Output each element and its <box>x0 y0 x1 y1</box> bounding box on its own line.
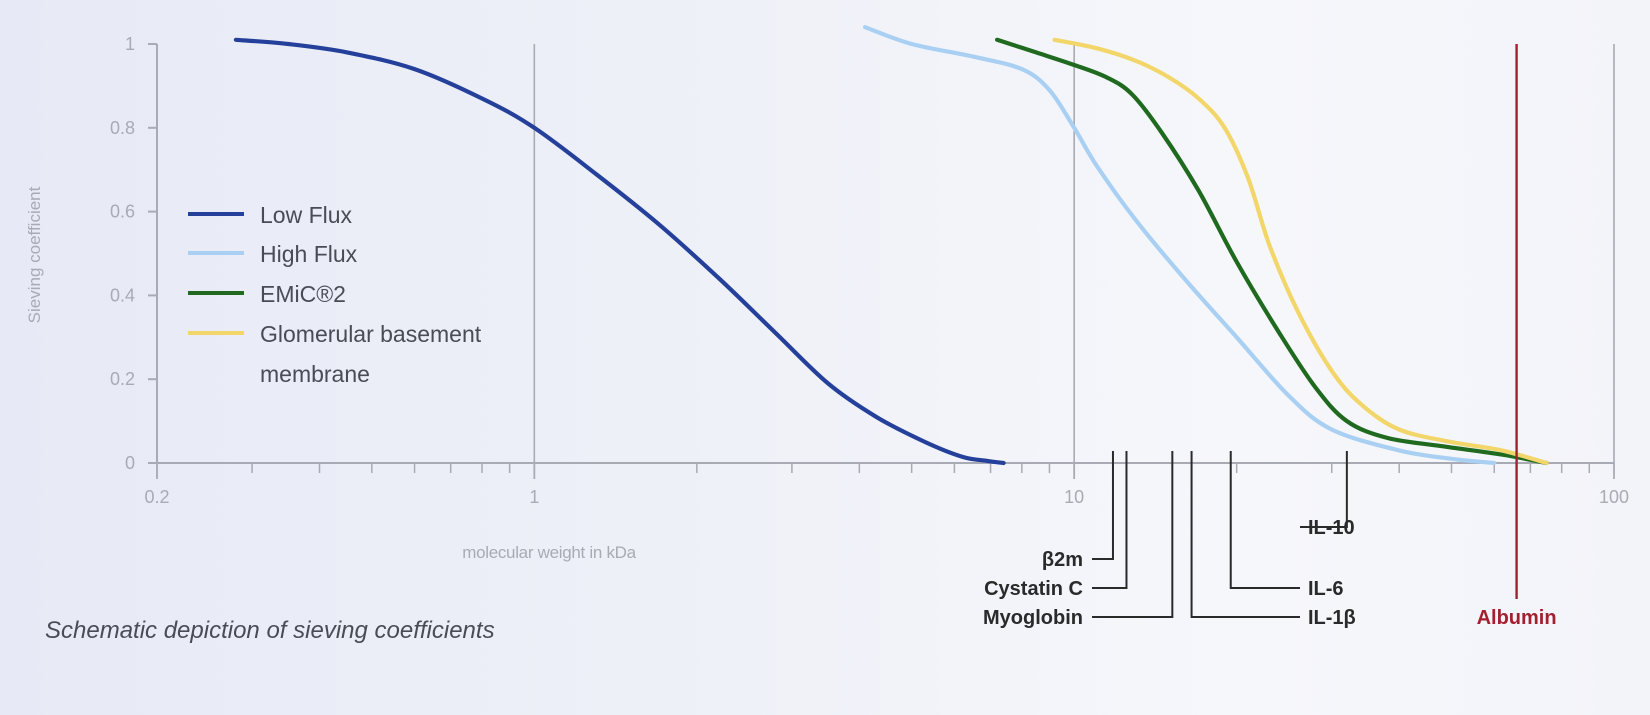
x-tick-label: 0.2 <box>144 487 169 507</box>
albumin-label: Albumin <box>1477 607 1557 629</box>
marker-label-il-1: IL-1β <box>1308 607 1356 629</box>
marker-leader-myoglobin <box>1092 451 1174 618</box>
y-tick-label: 0.6 <box>110 202 135 222</box>
legend-label-gbm: Glomerular basement <box>260 321 482 347</box>
chart-caption: Schematic depiction of sieving coefficie… <box>45 617 495 644</box>
grid <box>533 44 1615 463</box>
marker-label-myoglobin: Myoglobin <box>983 607 1083 629</box>
marker-label-il-6: IL-6 <box>1308 578 1344 600</box>
marker-leader-cystatin-c <box>1092 451 1128 589</box>
legend-label-emic2: EMiC®2 <box>260 281 346 307</box>
y-axis-title: Sieving coefficient <box>25 186 44 323</box>
series-line-low-flux <box>233 37 1006 466</box>
marker-label-cystatin-c: Cystatin C <box>984 578 1083 600</box>
marker-leader-2m <box>1092 451 1114 560</box>
x-tick-label: 1 <box>529 487 539 507</box>
marker-label-il-10: IL-10 <box>1308 517 1355 539</box>
marker-label-2m: β2m <box>1042 549 1083 571</box>
y-tick-label: 0.2 <box>110 369 135 389</box>
legend: Low Flux High Flux EMiC®2 Glomerular bas… <box>188 202 482 387</box>
axes: 0 0.2 0.4 0.6 0.8 1 0.2 1 10 100 <box>110 34 1629 507</box>
marker-leader-il-6 <box>1229 451 1300 589</box>
legend-label-low-flux: Low Flux <box>260 202 353 228</box>
x-tick-label: 10 <box>1064 487 1084 507</box>
x-tick-label: 100 <box>1599 487 1629 507</box>
marker-leader-il-10 <box>1300 451 1348 528</box>
marker-leader-il-1 <box>1190 451 1300 618</box>
x-axis-title: molecular weight in kDa <box>462 543 636 562</box>
molecule-markers: Albumin β2m Cystatin C Myoglobin IL-10 IL-6 IL… <box>983 44 1557 629</box>
legend-label-gbm-line2: membrane <box>260 361 370 387</box>
y-tick-label: 1 <box>125 34 135 54</box>
y-tick-label: 0.8 <box>110 118 135 138</box>
series-lines <box>233 25 1549 466</box>
series-line-glomerular-basement-membrane <box>1052 37 1549 466</box>
legend-label-high-flux: High Flux <box>260 241 358 267</box>
y-tick-label: 0 <box>125 453 135 473</box>
series-line-emic-2 <box>995 37 1549 466</box>
y-tick-label: 0.4 <box>110 285 135 305</box>
series-line-high-flux <box>863 25 1497 466</box>
